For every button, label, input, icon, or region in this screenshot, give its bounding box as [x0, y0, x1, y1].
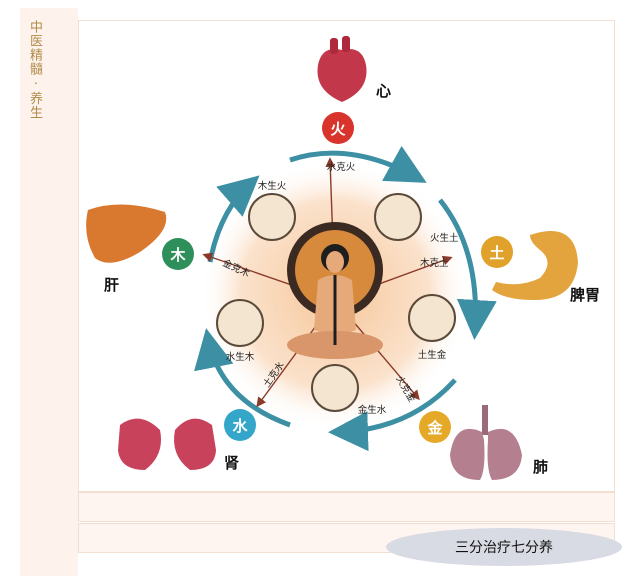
organ-kidney-label: 肾 [224, 454, 239, 472]
element-wood-label: 木 [169, 246, 186, 264]
organ-spleen-stomach-label: 脾胃 [570, 286, 600, 304]
liver-organ [86, 204, 167, 263]
heart-organ [317, 36, 367, 102]
sidebar [20, 8, 78, 576]
kidney-organ [118, 418, 216, 470]
organ-lung-label: 肺 [533, 458, 548, 476]
illustration-circles [216, 193, 456, 412]
tagline-text: 三分治疗七分养 [455, 540, 553, 556]
element-wood-badge [162, 238, 194, 270]
element-water-badge [224, 409, 256, 441]
element-earth-label: 土 [489, 244, 504, 262]
generating-cycle-arcs [194, 145, 497, 452]
meditating-figure [287, 251, 383, 359]
tagline-badge: 三分治疗七分养 [386, 528, 622, 566]
element-metal-label: 金 [426, 419, 443, 437]
sidebar-title: 中医精髓 · 养生 [27, 20, 42, 120]
cycle-fire-earth-label: 火生土 [430, 232, 459, 244]
cycle-water-wood-label: 水生木 [226, 351, 255, 363]
organ-liver-label: 肝 [104, 276, 119, 294]
element-fire-badge [322, 112, 354, 144]
lung-organ [450, 405, 522, 480]
control-water-fire-label: 水克火 [327, 161, 356, 173]
band-1 [78, 492, 615, 522]
element-earth-badge [481, 236, 513, 268]
control-wood-earth-label: 木克土 [420, 257, 449, 269]
cycle-earth-metal-label: 土生金 [418, 349, 447, 361]
element-fire-label: 火 [330, 120, 346, 138]
element-metal-badge [419, 411, 451, 443]
element-water-label: 水 [232, 417, 248, 435]
stomach-organ [492, 231, 578, 300]
cycle-wood-fire-label: 木生火 [258, 180, 287, 192]
cycle-metal-water-label: 金生水 [358, 404, 387, 416]
organ-heart-label: 心 [376, 82, 391, 100]
